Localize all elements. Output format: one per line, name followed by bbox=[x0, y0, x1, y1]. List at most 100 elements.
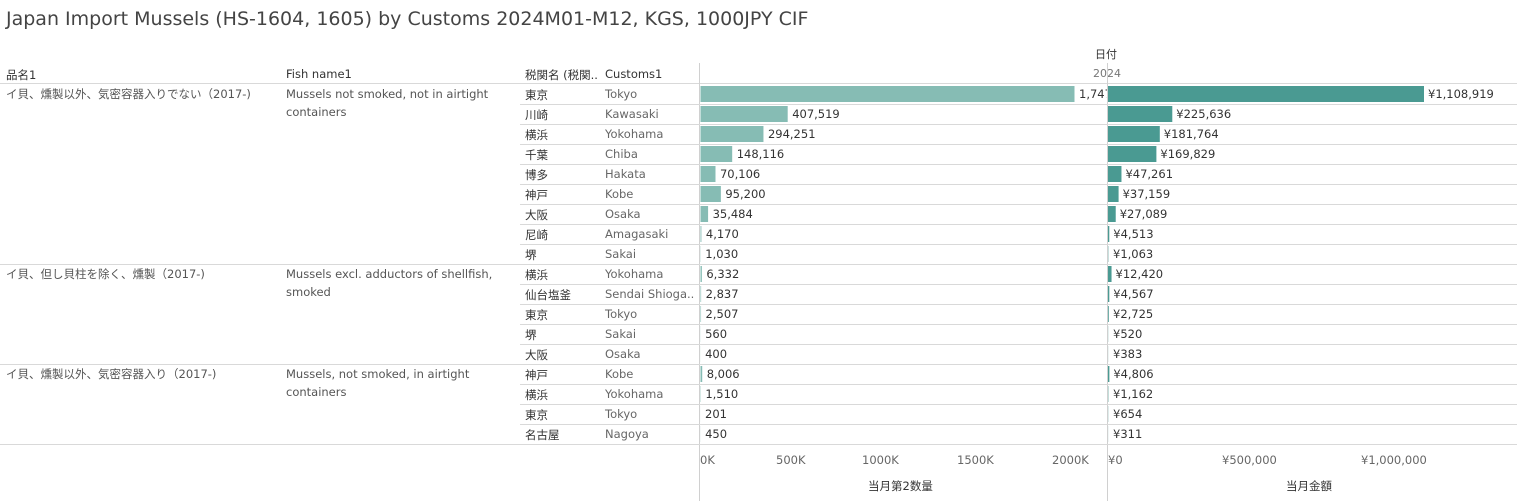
date-header: 日付 bbox=[1095, 48, 1117, 61]
customs-name-ja: 千葉 bbox=[525, 148, 548, 162]
qty-bar[interactable] bbox=[700, 306, 702, 322]
qty-bar[interactable] bbox=[700, 286, 702, 302]
row-separator bbox=[520, 324, 1517, 325]
qty-bar[interactable] bbox=[700, 146, 733, 162]
qty-value-label: 6,332 bbox=[706, 267, 739, 281]
customs-name-ja: 横浜 bbox=[525, 268, 548, 282]
qty-value-label: 400 bbox=[705, 347, 727, 361]
qty-bar[interactable] bbox=[700, 126, 764, 142]
header-fish-name[interactable]: Fish name1 bbox=[286, 67, 352, 81]
amount-value-label: ¥1,162 bbox=[1113, 387, 1153, 401]
qty-value-label: 450 bbox=[705, 427, 727, 441]
header-underline-right bbox=[700, 83, 1517, 84]
amount-bar[interactable] bbox=[1108, 146, 1157, 162]
amount-value-label: ¥4,806 bbox=[1113, 367, 1153, 381]
amount-bar[interactable] bbox=[1108, 106, 1173, 122]
customs-name-ja: 川崎 bbox=[525, 108, 548, 122]
customs-name-ja: 大阪 bbox=[525, 348, 548, 362]
header-product-ja[interactable]: 品名1 bbox=[6, 68, 37, 82]
amount-bar[interactable] bbox=[1108, 86, 1424, 102]
customs-name-en: Kobe bbox=[605, 187, 634, 201]
customs-name-en: Tokyo bbox=[605, 307, 638, 321]
row-separator bbox=[520, 304, 1517, 305]
customs-name-en: Osaka bbox=[605, 347, 641, 361]
customs-name-ja: 東京 bbox=[525, 308, 548, 322]
amount-value-label: ¥1,108,919 bbox=[1428, 87, 1494, 101]
amt-axis-title: 当月金額 bbox=[1286, 479, 1332, 493]
customs-name-en: Tokyo bbox=[605, 407, 638, 421]
qty-pane-border bbox=[699, 63, 700, 501]
qty-bar[interactable] bbox=[700, 366, 703, 382]
qty-tick-label: 1500K bbox=[957, 453, 994, 467]
qty-value-label: 2,507 bbox=[706, 307, 739, 321]
amount-bar[interactable] bbox=[1108, 306, 1109, 322]
row-separator bbox=[520, 284, 1517, 285]
row-separator bbox=[520, 204, 1517, 205]
amount-bar[interactable] bbox=[1108, 186, 1119, 202]
qty-value-label: 294,251 bbox=[768, 127, 816, 141]
customs-name-en: Hakata bbox=[605, 167, 646, 181]
row-separator bbox=[520, 384, 1517, 385]
customs-name-en: Sakai bbox=[605, 327, 637, 341]
row-separator bbox=[520, 224, 1517, 225]
amount-bar[interactable] bbox=[1108, 226, 1110, 242]
customs-name-ja: 神戸 bbox=[525, 368, 548, 382]
amount-bar[interactable] bbox=[1108, 366, 1110, 382]
qty-bar[interactable] bbox=[700, 106, 788, 122]
qty-value-label: 407,519 bbox=[792, 107, 840, 121]
amount-bar[interactable] bbox=[1108, 266, 1112, 282]
customs-name-ja: 堺 bbox=[525, 248, 537, 262]
customs-name-en: Kobe bbox=[605, 367, 634, 381]
amount-value-label: ¥225,636 bbox=[1176, 107, 1231, 121]
qty-bar[interactable] bbox=[700, 206, 709, 222]
customs-name-ja: 東京 bbox=[525, 408, 548, 422]
amount-value-label: ¥27,089 bbox=[1120, 207, 1168, 221]
amount-value-label: ¥2,725 bbox=[1113, 307, 1153, 321]
qty-bar[interactable] bbox=[700, 186, 721, 202]
qty-value-label: 95,200 bbox=[725, 187, 765, 201]
group-separator bbox=[0, 364, 1517, 365]
qty-tick-label: 500K bbox=[776, 453, 806, 467]
amount-bar[interactable] bbox=[1108, 286, 1110, 302]
qty-value-label: 70,106 bbox=[720, 167, 760, 181]
amount-tick-label: ¥1,000,000 bbox=[1361, 453, 1427, 467]
qty-bar[interactable] bbox=[700, 166, 716, 182]
qty-bar[interactable] bbox=[700, 86, 1075, 102]
amount-bar[interactable] bbox=[1108, 206, 1116, 222]
product-name-ja: イ貝、燻製以外、気密容器入りでない（2017-) bbox=[6, 87, 251, 101]
qty-value-label: 148,116 bbox=[737, 147, 785, 161]
amt-pane-border bbox=[1107, 63, 1108, 501]
amount-value-label: ¥12,420 bbox=[1116, 267, 1164, 281]
header-customs-en[interactable]: Customs1 bbox=[605, 67, 663, 81]
product-name-en: Mussels, not smoked, in airtight contain… bbox=[286, 367, 470, 399]
page-title: Japan Import Mussels (HS-1604, 1605) by … bbox=[6, 8, 809, 30]
amount-value-label: ¥181,764 bbox=[1164, 127, 1219, 141]
row-separator bbox=[520, 424, 1517, 425]
amount-value-label: ¥4,513 bbox=[1113, 227, 1153, 241]
qty-value-label: 35,484 bbox=[713, 207, 753, 221]
amount-bar[interactable] bbox=[1108, 166, 1122, 182]
row-separator bbox=[520, 404, 1517, 405]
qty-value-label: 1,030 bbox=[705, 247, 738, 261]
row-separator bbox=[520, 244, 1517, 245]
customs-name-ja: 横浜 bbox=[525, 128, 548, 142]
amount-tick-label: ¥0 bbox=[1108, 453, 1123, 467]
qty-value-label: 2,837 bbox=[706, 287, 739, 301]
row-separator bbox=[520, 344, 1517, 345]
customs-name-en: Yokohama bbox=[605, 267, 664, 281]
customs-name-en: Nagoya bbox=[605, 427, 649, 441]
customs-name-en: Tokyo bbox=[605, 87, 638, 101]
customs-name-en: Kawasaki bbox=[605, 107, 659, 121]
amount-bar[interactable] bbox=[1108, 126, 1160, 142]
row-separator bbox=[520, 124, 1517, 125]
group-separator bbox=[0, 264, 1517, 265]
amount-value-label: ¥383 bbox=[1113, 347, 1142, 361]
header-customs-ja[interactable]: 税関名 (税関.. bbox=[525, 68, 598, 82]
customs-name-ja: 博多 bbox=[525, 168, 548, 182]
amount-tick-label: ¥500,000 bbox=[1222, 453, 1277, 467]
customs-name-en: Sakai bbox=[605, 247, 637, 261]
qty-bar[interactable] bbox=[700, 226, 702, 242]
row-separator bbox=[520, 164, 1517, 165]
qty-bar[interactable] bbox=[700, 266, 702, 282]
